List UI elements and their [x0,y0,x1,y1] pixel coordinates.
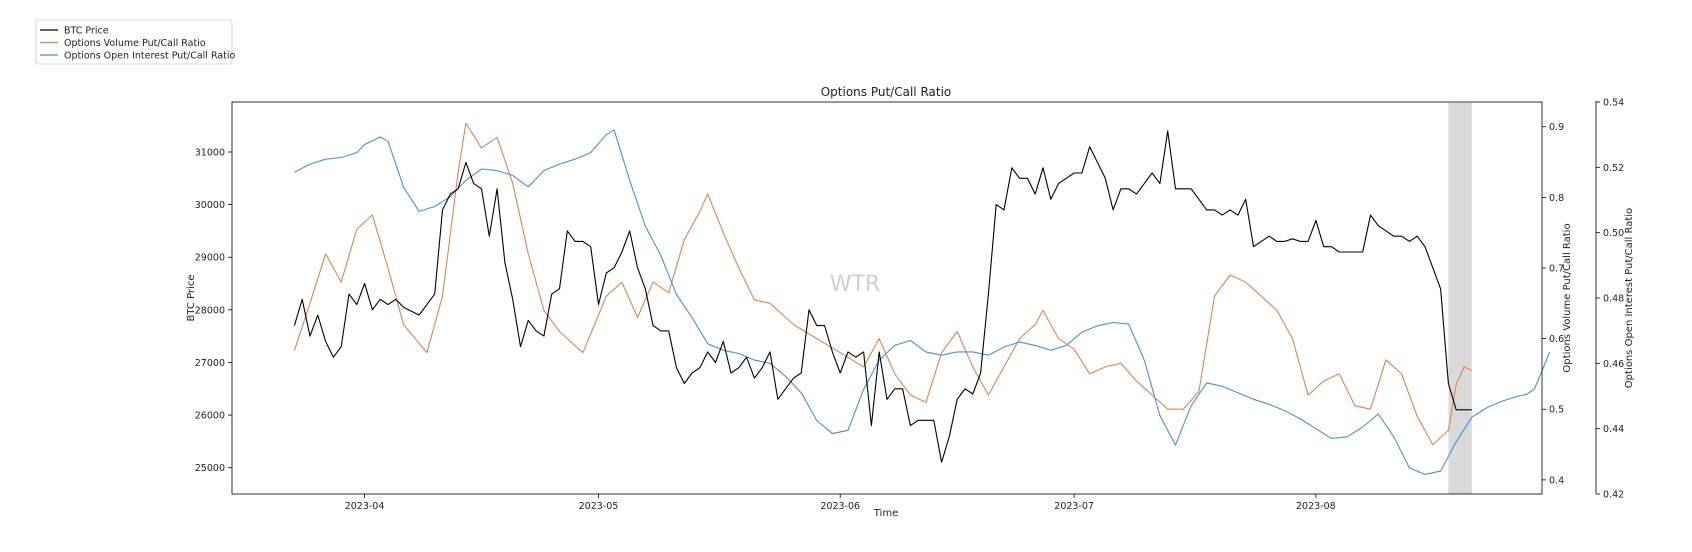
legend-label-volume-ratio: Options Volume Put/Call Ratio [64,38,206,49]
y-left-tick-label: 28000 [195,305,225,316]
y-left-axis-ticks: 25000 26000 27000 28000 29000 30000 31000 [195,147,232,474]
x-tick-label: 2023-08 [1296,501,1336,512]
y-left-tick-label: 29000 [195,253,225,264]
series-line-options-open-interest-put-call-ratio [294,129,1551,475]
y-right2-tick-label: 0.42 [1603,490,1624,501]
plot-frame [231,101,1543,495]
chart-title: Options Put/Call Ratio [821,85,952,99]
y-left-tick-label: 25000 [195,463,225,474]
y-right2-axis-label: Options Open Interest Put/Call Ratio [1624,208,1635,388]
y-right1-tick-label: 0.4 [1549,475,1564,486]
x-tick-label: 2023-05 [579,501,619,512]
x-tick-label: 2023-04 [345,501,385,512]
legend-box [35,19,233,65]
y-left-tick-label: 26000 [195,411,225,422]
y-right2-tick-label: 0.52 [1603,163,1624,174]
y-left-axis-label: BTC Price [186,275,197,322]
series-line-options-volume-put-call-ratio [293,122,1473,446]
x-tick-label: 2023-07 [1054,501,1094,512]
y-left-tick-label: 30000 [195,200,225,211]
y-left-tick-label: 27000 [195,358,225,369]
y-right2-axis-ticks: 0.42 0.44 0.46 0.48 0.50 0.52 0.54 [1596,98,1624,501]
series-line-btc-price [293,130,1472,463]
y-right2-tick-label: 0.50 [1603,228,1624,239]
x-axis-label: Time [873,508,898,519]
y-right1-tick-label: 0.6 [1549,334,1564,345]
legend-label-btc-price: BTC Price [64,26,109,37]
y-right2-tick-label: 0.48 [1603,294,1624,305]
y-right1-axis-ticks: 0.4 0.5 0.6 0.7 0.8 0.9 [1542,122,1564,486]
y-left-tick-label: 31000 [195,147,225,158]
legend-label-oi-ratio: Options Open Interest Put/Call Ratio [64,51,236,62]
legend: BTC Price Options Volume Put/Call Ratio … [35,19,236,65]
y-right1-tick-label: 0.9 [1549,122,1564,133]
y-right1-axis-label: Options Volume Put/Call Ratio [1562,223,1573,372]
y-right2-tick-label: 0.44 [1603,424,1624,435]
watermark: WTR [830,272,880,297]
y-right1-tick-label: 0.5 [1549,405,1564,416]
y-right1-tick-label: 0.8 [1549,193,1564,204]
series-layer [293,122,1551,475]
y-right2-tick-label: 0.46 [1603,359,1624,370]
x-axis-ticks: 2023-04 2023-05 2023-06 2023-07 2023-08 [345,494,1336,512]
y-right1-tick-label: 0.7 [1549,263,1564,274]
x-tick-label: 2023-06 [820,501,860,512]
y-right2-tick-label: 0.54 [1603,98,1624,109]
